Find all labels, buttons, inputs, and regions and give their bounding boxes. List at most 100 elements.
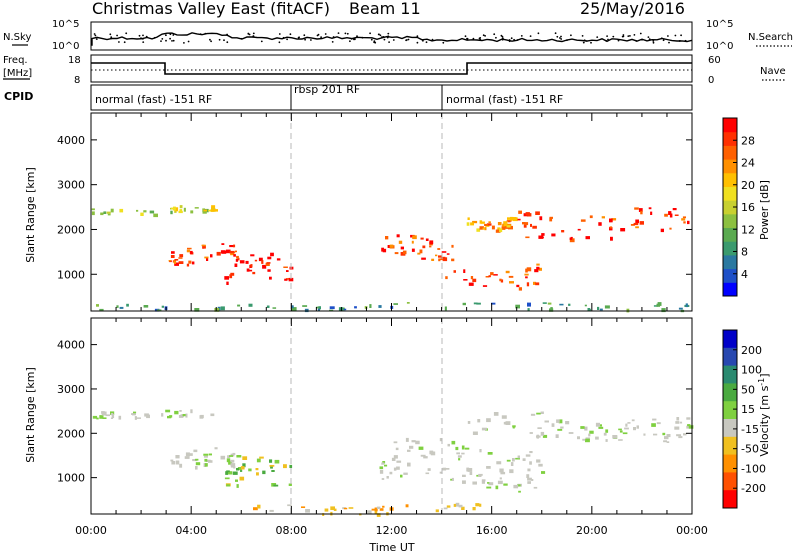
data-cell <box>488 221 491 224</box>
data-cell <box>203 209 208 212</box>
colorbar-tick-label: 100 <box>741 364 762 377</box>
data-cell <box>589 430 594 434</box>
data-cell <box>472 431 478 435</box>
data-cell <box>525 212 530 216</box>
data-cell <box>396 466 400 470</box>
colorbar-swatch <box>723 401 737 420</box>
data-cell <box>538 463 543 467</box>
data-cell <box>178 257 183 259</box>
data-cell <box>374 510 378 514</box>
data-cell <box>269 276 272 280</box>
data-cell <box>274 459 280 464</box>
data-cell <box>174 210 177 213</box>
noise-dot <box>369 32 371 35</box>
data-cell <box>598 426 604 429</box>
data-cell <box>469 471 473 475</box>
data-cell <box>214 447 218 450</box>
data-cell <box>479 449 482 453</box>
freq-right-tick-bottom: 0 <box>708 75 714 86</box>
data-cell <box>595 422 600 427</box>
data-cell <box>396 460 402 463</box>
noise-dot <box>383 38 386 41</box>
data-cell <box>450 478 453 481</box>
data-cell <box>174 207 179 212</box>
data-cell <box>253 507 258 511</box>
data-cell <box>656 422 661 425</box>
noise-dot <box>464 35 467 38</box>
data-cell <box>558 419 563 424</box>
data-cell <box>202 245 206 249</box>
data-cell <box>227 471 233 475</box>
data-cell <box>136 209 139 212</box>
data-cell <box>191 261 195 265</box>
data-cell <box>421 257 426 260</box>
data-cell <box>269 509 274 512</box>
data-cell <box>393 441 398 444</box>
data-cell <box>495 485 499 490</box>
noise-dot <box>581 35 584 37</box>
data-cell <box>491 225 495 230</box>
noise-dot <box>350 38 353 40</box>
data-cell <box>535 211 540 215</box>
data-cell <box>304 308 309 313</box>
data-cell <box>445 276 448 280</box>
data-cell <box>477 419 481 423</box>
data-cell <box>206 459 211 462</box>
data-cell <box>272 307 277 309</box>
data-cell <box>560 426 564 429</box>
data-cell <box>270 466 273 469</box>
data-cell <box>110 208 114 213</box>
noise-dot <box>560 38 563 40</box>
data-cell <box>496 461 502 465</box>
data-cell <box>256 458 261 463</box>
noise-dot <box>310 39 312 41</box>
data-cell <box>208 209 212 212</box>
data-cell <box>509 281 514 284</box>
data-cell <box>479 503 482 507</box>
data-cell <box>271 470 275 472</box>
colorbar-swatch <box>723 159 737 174</box>
data-cell <box>464 447 470 450</box>
data-cell <box>559 303 564 306</box>
noise-dot <box>537 32 540 35</box>
noise-dot <box>165 34 167 37</box>
noise-dot <box>652 40 655 42</box>
data-cell <box>669 213 673 218</box>
data-cell <box>582 438 586 441</box>
beam-title: Beam 11 <box>349 0 421 18</box>
data-cell <box>458 504 463 508</box>
data-cell <box>402 250 407 255</box>
noise-dot <box>585 40 588 42</box>
data-cell <box>537 427 542 429</box>
noise-dot <box>559 37 561 39</box>
data-cell <box>535 282 540 286</box>
data-cell <box>259 456 264 459</box>
data-cell <box>144 413 149 417</box>
colorbar-swatch <box>723 145 737 160</box>
freq-left-label-2: [MHz] <box>3 68 32 79</box>
data-cell <box>618 439 623 441</box>
noise-dot <box>110 37 112 40</box>
data-cell <box>221 243 225 245</box>
noise-dot <box>582 41 585 44</box>
noise-dot <box>652 41 655 44</box>
data-cell <box>536 412 541 415</box>
noise-dot <box>138 34 141 37</box>
data-cell <box>679 421 683 424</box>
data-cell <box>91 211 95 216</box>
data-cell <box>512 217 518 222</box>
data-cell <box>672 208 677 211</box>
noise-dot <box>226 33 229 36</box>
data-cell <box>96 304 99 307</box>
data-cell <box>510 462 514 466</box>
noise-dot <box>612 35 615 38</box>
data-cell <box>195 458 199 461</box>
data-cell <box>676 417 680 421</box>
data-cell <box>305 509 310 513</box>
noise-dot <box>508 40 511 43</box>
data-cell <box>204 458 208 462</box>
data-cell <box>686 425 690 429</box>
data-cell <box>534 269 539 273</box>
data-cell <box>425 238 429 241</box>
data-cell <box>485 225 490 227</box>
